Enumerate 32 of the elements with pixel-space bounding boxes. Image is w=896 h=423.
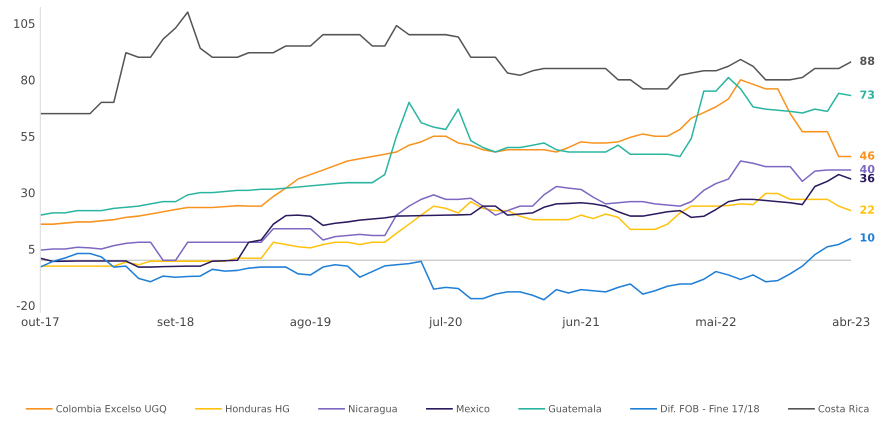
data-label: 36 bbox=[860, 174, 874, 182]
y-tick-label: -20 bbox=[16, 301, 35, 310]
data-label: 46 bbox=[860, 151, 874, 160]
data-label: 22 bbox=[860, 205, 874, 214]
line-series bbox=[40, 174, 852, 268]
y-tick-label: 105 bbox=[14, 19, 34, 28]
legend-label: Nicaragua bbox=[349, 404, 397, 414]
data-label: 10 bbox=[860, 233, 874, 242]
line-series bbox=[40, 11, 852, 114]
x-tick-label: out-17 bbox=[22, 317, 59, 326]
line-series bbox=[40, 192, 852, 267]
x-tick-label: jun-21 bbox=[562, 317, 599, 328]
y-tick-label: 5 bbox=[28, 244, 34, 254]
legend-label: Costa Rica bbox=[818, 404, 869, 412]
legend-label: Colombia Excelso UGQ bbox=[56, 404, 166, 414]
line-series bbox=[40, 238, 852, 301]
y-tick-label: 30 bbox=[21, 188, 35, 198]
x-tick-label: abr-23 bbox=[832, 317, 870, 326]
data-label: 40 bbox=[860, 164, 874, 174]
y-tick-label: 55 bbox=[21, 132, 34, 141]
x-tick-label: jul-20 bbox=[428, 317, 462, 328]
data-label: 88 bbox=[860, 56, 874, 65]
data-label: 73 bbox=[860, 90, 874, 99]
legend-label: Honduras HG bbox=[226, 404, 289, 412]
y-tick-label: 80 bbox=[21, 76, 35, 84]
legend-label: Guatemala bbox=[548, 404, 601, 412]
legend-label: Dif. FOB - Fine 17/18 bbox=[661, 404, 759, 414]
legend-label: Mexico bbox=[456, 404, 490, 412]
line-series bbox=[40, 160, 852, 262]
x-tick-label: mai-22 bbox=[696, 317, 736, 326]
x-tick-label: set-18 bbox=[158, 317, 194, 326]
x-tick-label: ago-19 bbox=[290, 317, 330, 328]
